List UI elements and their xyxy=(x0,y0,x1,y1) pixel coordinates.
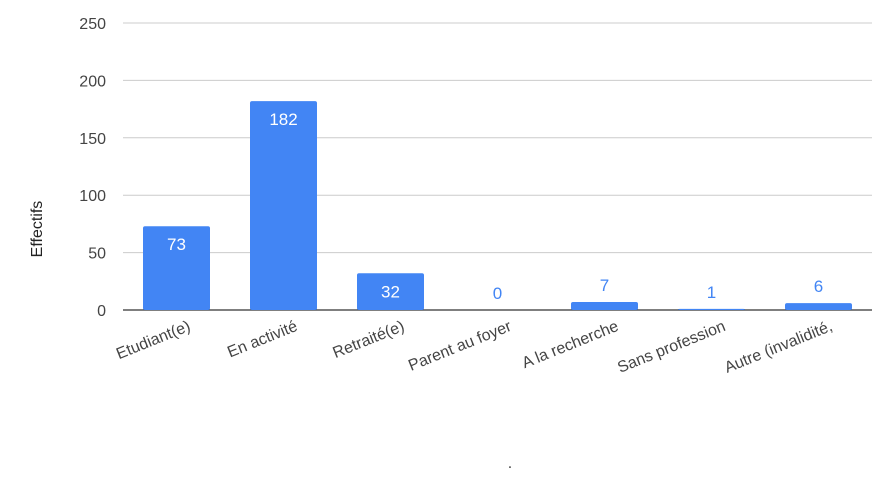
x-axis-categories: Etudiant(e) En activité Retraité(e) Parent … xyxy=(114,318,835,377)
category-label: Etudiant(e) xyxy=(114,318,193,363)
bar xyxy=(678,308,745,310)
y-axis-label: Effectifs xyxy=(29,201,46,258)
data-label: 182 xyxy=(269,110,297,129)
category-label: Autre (invalidité, xyxy=(722,318,835,377)
data-label: 1 xyxy=(707,283,716,302)
y-tick-label: 0 xyxy=(97,303,106,320)
bar xyxy=(785,303,852,310)
y-axis-ticks: 0 50 100 150 200 250 xyxy=(79,16,106,320)
bar xyxy=(357,273,424,310)
data-label: 32 xyxy=(381,282,400,301)
data-label: 6 xyxy=(814,277,823,296)
y-tick-label: 100 xyxy=(79,188,106,205)
bar xyxy=(250,101,317,311)
y-tick-label: 50 xyxy=(88,246,106,263)
category-label: Sans profession xyxy=(615,318,728,377)
category-label: Parent au foyer xyxy=(406,318,514,375)
category-label: A la recherche xyxy=(520,318,621,372)
data-label: 7 xyxy=(600,276,609,295)
data-label: 0 xyxy=(493,284,502,303)
category-label: En activité xyxy=(225,318,300,361)
gridlines xyxy=(123,22,872,311)
category-label: Retraité(e) xyxy=(331,318,407,362)
y-tick-label: 250 xyxy=(79,16,106,33)
x-axis-label: . xyxy=(508,455,512,472)
y-tick-label: 200 xyxy=(79,73,106,90)
bar xyxy=(571,301,638,310)
bars xyxy=(143,101,852,311)
data-labels: 73 182 32 0 7 1 6 xyxy=(167,110,823,303)
data-label: 73 xyxy=(167,235,186,254)
y-tick-label: 150 xyxy=(79,131,106,148)
bar xyxy=(143,226,210,310)
